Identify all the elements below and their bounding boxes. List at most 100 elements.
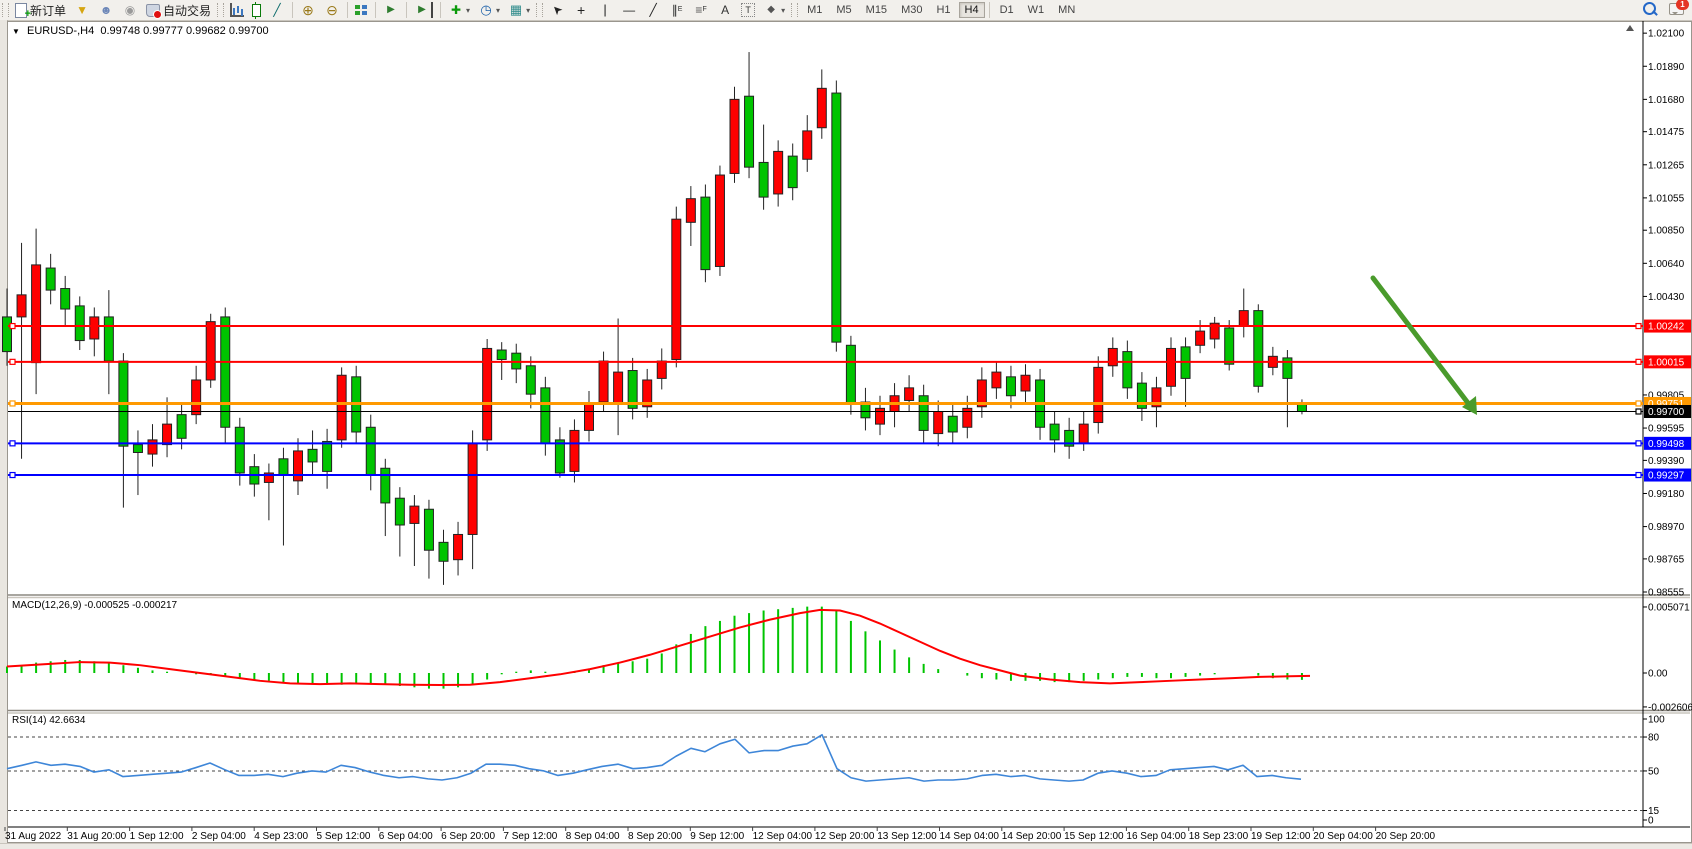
svg-text:0.99390: 0.99390	[1648, 456, 1685, 467]
chart-shift-button[interactable]: ▶	[410, 0, 437, 20]
indicators-add-button[interactable]: ✚ ▾	[444, 0, 474, 20]
horizontal-line-button[interactable]: —	[617, 0, 641, 20]
svg-text:14 Sep 04:00: 14 Sep 04:00	[940, 831, 1000, 842]
svg-text:100: 100	[1648, 715, 1665, 726]
text-label-icon: T	[741, 3, 756, 17]
panel-separators	[8, 594, 1690, 714]
bars-chart-button[interactable]	[226, 0, 248, 20]
svg-text:0.99498: 0.99498	[1648, 439, 1685, 450]
svg-text:-0.002606: -0.002606	[1648, 702, 1692, 713]
svg-text:15 Sep 12:00: 15 Sep 12:00	[1064, 831, 1124, 842]
chart-canvas[interactable]: 1.02100 1.01890 1.01680 1.01475 1.01265 1.010…	[0, 20, 1692, 844]
svg-text:7 Sep 12:00: 7 Sep 12:00	[503, 831, 557, 842]
tile-windows-button[interactable]	[351, 0, 372, 20]
toolbar-separator	[406, 2, 408, 18]
high-value: 0.99777	[143, 25, 183, 37]
new-order-button[interactable]: 新订单	[11, 0, 70, 22]
timeframe-h1-button[interactable]: H1	[936, 4, 951, 16]
toolbar-separator	[440, 2, 442, 18]
candles-chart-button[interactable]	[248, 0, 265, 20]
close-value: 0.99700	[228, 25, 269, 37]
auto-scroll-button[interactable]: ▶	[379, 0, 403, 20]
autotrade-button[interactable]: 自动交易	[142, 0, 215, 20]
tile-windows-icon	[355, 4, 368, 16]
fibonacci-button[interactable]: ≡ F	[689, 0, 713, 20]
periods-button[interactable]: ◷ ▾	[474, 0, 504, 20]
symbol-ohlc-readout: ▼ EURUSD-,H4 0.99748 0.99777 0.99682 0.9…	[12, 25, 269, 37]
search-icon[interactable]	[1643, 2, 1656, 15]
indicators-add-icon: ✚	[451, 3, 462, 17]
svg-text:1.00015: 1.00015	[1648, 357, 1685, 368]
profile-button[interactable]: ☻	[94, 0, 118, 20]
timeframe-mn-button[interactable]: MN	[1058, 4, 1076, 16]
svg-text:8 Sep 20:00: 8 Sep 20:00	[628, 831, 682, 842]
trendline-button[interactable]: ╱	[641, 0, 665, 20]
svg-text:1.01055: 1.01055	[1648, 193, 1685, 204]
chat-icon[interactable]: 1	[1669, 0, 1689, 15]
equidistant-channel-button[interactable]: ∥ E	[665, 0, 689, 20]
arrows-button[interactable]: ◆ ▾	[759, 0, 789, 20]
down-arrow-annotation	[1370, 275, 1477, 415]
svg-text:1.01475: 1.01475	[1648, 127, 1685, 138]
market-watch-button[interactable]: ▼	[70, 0, 94, 20]
text-label-button[interactable]: T	[737, 0, 759, 20]
timeframe-d1-button[interactable]: D1	[999, 4, 1014, 16]
svg-text:20 Sep 04:00: 20 Sep 04:00	[1313, 831, 1373, 842]
timeframe-m5-button[interactable]: M5	[836, 4, 852, 16]
svg-text:15: 15	[1648, 806, 1660, 817]
svg-text:1.00640: 1.00640	[1648, 259, 1685, 270]
svg-text:0.99297: 0.99297	[1648, 471, 1685, 482]
text-button[interactable]: A	[713, 0, 737, 20]
toolbar-separator	[347, 2, 349, 18]
macd-panel: 0.005071 0.00 -0.002606	[6, 602, 1692, 713]
svg-text:0.99751: 0.99751	[1648, 399, 1685, 410]
low-value: 0.99682	[186, 25, 226, 37]
zoom-in-button[interactable]: ⊕	[296, 0, 320, 20]
svg-text:18 Sep 23:00: 18 Sep 23:00	[1189, 831, 1249, 842]
vertical-line-icon: |	[603, 2, 607, 17]
templates-icon: ▦	[509, 2, 523, 17]
chart-dropdown-icon[interactable]: ▼	[12, 27, 20, 36]
timeframe-w1-button[interactable]: W1	[1027, 4, 1045, 16]
svg-text:0.98970: 0.98970	[1648, 522, 1685, 533]
toolbar-separator	[292, 2, 294, 18]
rsi-panel: 100 80 50 150	[6, 715, 1665, 827]
svg-text:1.01265: 1.01265	[1648, 160, 1685, 171]
chart-shift-icon: ▶	[414, 2, 434, 18]
new-order-label: 新订单	[30, 3, 67, 18]
symbol-period-label: EURUSD-,H4	[26, 25, 95, 37]
timeframe-m1-button[interactable]: M1	[807, 4, 823, 16]
toolbar-grip	[217, 3, 225, 17]
autotrade-label: 自动交易	[163, 3, 212, 18]
periods-dropdown-icon[interactable]: ▾	[496, 5, 501, 15]
timeframe-m15-button[interactable]: M15	[865, 4, 888, 16]
templates-button[interactable]: ▦ ▾	[504, 0, 534, 20]
svg-text:1 Sep 12:00: 1 Sep 12:00	[130, 831, 184, 842]
arrows-dropdown-icon[interactable]: ▾	[781, 5, 786, 15]
timeframe-h4-button[interactable]: H4	[958, 2, 985, 18]
zoom-out-button[interactable]: ⊖	[320, 0, 344, 20]
toolbar-grip	[536, 3, 544, 17]
autotrade-icon	[146, 3, 163, 19]
svg-text:1.02100: 1.02100	[1648, 29, 1685, 40]
indicators-add-dropdown-icon[interactable]: ▾	[466, 5, 471, 15]
svg-text:14 Sep 20:00: 14 Sep 20:00	[1002, 831, 1062, 842]
chart-svg[interactable]: 1.02100 1.01890 1.01680 1.01475 1.01265 1.010…	[0, 20, 1692, 844]
line-chart-button[interactable]: ╱	[265, 0, 289, 20]
crosshair-button[interactable]: +	[569, 0, 593, 20]
svg-text:1.00850: 1.00850	[1648, 226, 1685, 237]
svg-text:0.005071: 0.005071	[1648, 602, 1690, 613]
svg-text:0.99180: 0.99180	[1648, 489, 1685, 500]
signals-button[interactable]: ◉	[118, 0, 142, 20]
svg-text:1.00430: 1.00430	[1648, 292, 1685, 303]
svg-text:0.99700: 0.99700	[1648, 407, 1685, 418]
templates-dropdown-icon[interactable]: ▾	[526, 5, 531, 15]
macd-signal-line	[6, 608, 1311, 686]
candles-chart-icon	[252, 1, 262, 19]
vertical-line-button[interactable]: |	[593, 0, 617, 20]
crosshair-icon: +	[576, 2, 586, 18]
cursor-button[interactable]: ➤	[545, 0, 569, 20]
timeframe-m30-button[interactable]: M30	[901, 4, 923, 16]
svg-text:9 Sep 12:00: 9 Sep 12:00	[690, 831, 744, 842]
